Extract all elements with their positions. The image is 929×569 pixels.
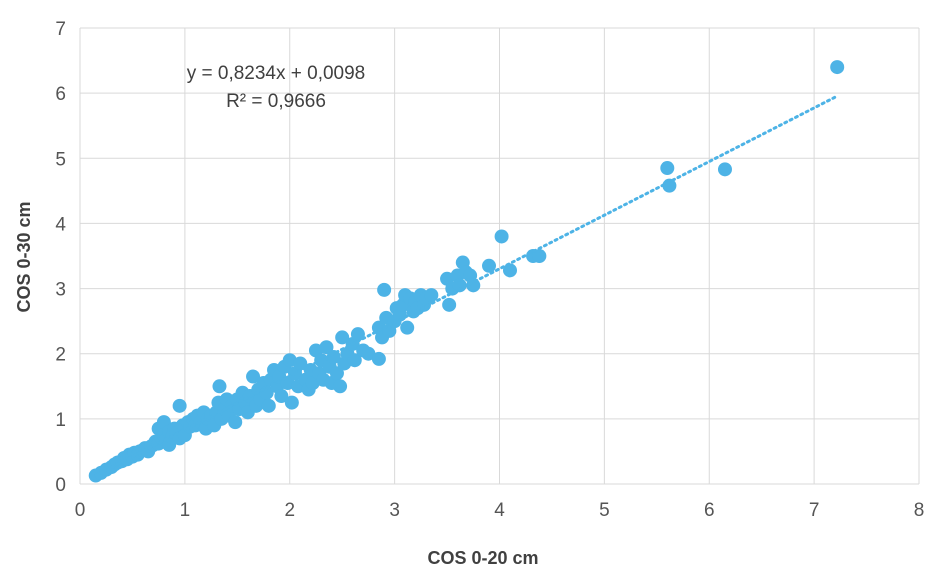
data-point	[400, 320, 415, 335]
data-point	[371, 351, 386, 366]
data-point	[172, 398, 187, 413]
x-axis-title: COS 0-20 cm	[427, 548, 538, 568]
data-point	[326, 349, 341, 364]
data-point	[350, 327, 365, 342]
data-point	[347, 353, 362, 368]
data-point	[261, 398, 276, 413]
data-point	[319, 340, 334, 355]
data-point	[361, 346, 376, 361]
trendline-equation: y = 0,8234x + 0,0098	[187, 63, 366, 84]
x-tick-label: 4	[494, 500, 505, 521]
x-tick-label: 8	[914, 500, 925, 521]
y-tick-label: 3	[55, 280, 66, 301]
y-tick-label: 5	[55, 149, 66, 170]
data-point	[660, 161, 675, 176]
data-point	[442, 297, 457, 312]
trendline	[94, 95, 837, 477]
x-tick-label: 1	[180, 500, 191, 521]
trendline-r-squared: R² = 0,9666	[226, 91, 326, 112]
y-tick-label: 7	[55, 19, 66, 40]
y-tick-label: 6	[55, 84, 66, 105]
data-point	[333, 379, 348, 394]
data-point	[424, 288, 439, 303]
data-point	[329, 366, 344, 381]
data-point	[228, 415, 243, 430]
data-point	[532, 249, 547, 263]
data-point	[335, 330, 350, 345]
y-tick-label: 2	[55, 345, 66, 366]
data-point	[284, 395, 299, 410]
data-point	[452, 278, 467, 293]
x-tick-label: 2	[284, 500, 295, 521]
y-tick-labels: 0 1 2 3 4 5 6 7	[55, 19, 66, 496]
data-point	[293, 356, 308, 371]
x-tick-label: 0	[75, 500, 86, 521]
data-point	[830, 60, 845, 75]
data-point	[662, 178, 677, 193]
y-tick-label: 1	[55, 410, 66, 431]
x-tick-label: 6	[704, 500, 715, 521]
data-point	[502, 263, 517, 278]
grid-lines	[79, 27, 920, 485]
data-point	[717, 162, 732, 177]
x-tick-labels: 0 1 2 3 4 5 6 7 8	[75, 500, 925, 521]
data-point	[482, 258, 497, 273]
data-point	[212, 379, 227, 394]
x-tick-label: 5	[599, 500, 610, 521]
x-tick-label: 7	[809, 500, 820, 521]
y-tick-label: 4	[55, 214, 66, 235]
data-point	[246, 369, 261, 384]
x-tick-label: 3	[389, 500, 400, 521]
data-point	[377, 282, 392, 297]
y-axis-title: COS 0-30 cm	[14, 201, 34, 312]
y-tick-label: 0	[55, 475, 66, 496]
data-point	[494, 229, 509, 244]
data-point	[274, 389, 289, 404]
